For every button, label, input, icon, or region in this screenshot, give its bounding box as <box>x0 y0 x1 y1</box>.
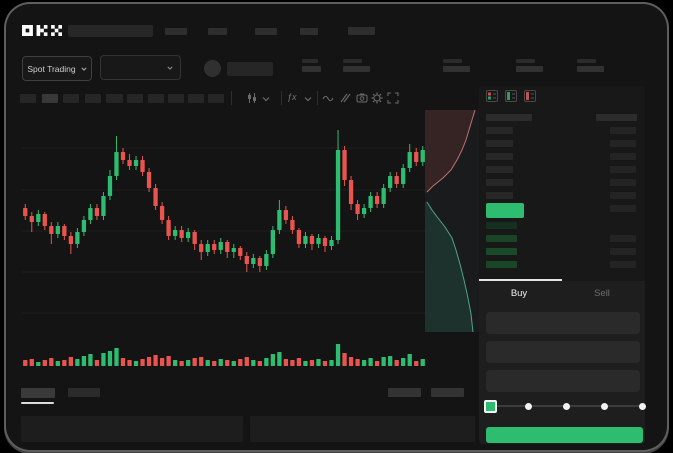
timeframe-button[interactable] <box>106 94 123 103</box>
ask-price-bar[interactable] <box>486 179 513 186</box>
ask-amount-bar <box>610 179 636 186</box>
timeframe-button[interactable] <box>20 94 36 103</box>
bid-amount-bar <box>610 235 636 242</box>
tab-buy[interactable]: Buy <box>510 288 528 299</box>
bottom-tab-underline <box>21 402 54 404</box>
toolbar-divider <box>281 91 282 105</box>
search-bar[interactable] <box>68 25 153 37</box>
market-type-label: Spot Trading <box>27 63 76 74</box>
chevron-down-icon[interactable] <box>262 95 270 103</box>
orderbook-view-bids-icon[interactable] <box>505 90 517 102</box>
stat-label-bar <box>516 59 535 63</box>
stat-value-bar <box>577 66 604 72</box>
orderbook-view-combined-icon[interactable] <box>486 90 498 102</box>
chevron-down-icon <box>81 67 87 71</box>
tab-sell[interactable]: Sell <box>594 288 610 299</box>
bottom-action-bar[interactable] <box>388 388 421 397</box>
slider-stop[interactable] <box>600 402 608 410</box>
ask-price-bar[interactable] <box>486 127 513 134</box>
ask-price-bar[interactable] <box>486 166 513 173</box>
timeframe-button[interactable] <box>188 94 204 103</box>
stat-label-bar <box>443 59 462 63</box>
bid-price-bar[interactable] <box>486 235 517 242</box>
orderbook-view-asks-icon[interactable] <box>524 90 536 102</box>
ask-amount-bar <box>610 153 636 160</box>
chevron-down-icon[interactable] <box>304 95 312 103</box>
bid-price-bar[interactable] <box>486 261 517 268</box>
slider-stop[interactable] <box>524 402 532 410</box>
indicators-fx-icon[interactable]: ƒx <box>287 92 297 102</box>
volume-chart <box>23 344 425 366</box>
buy-tab-indicator <box>479 279 562 281</box>
bottom-tab[interactable] <box>68 388 100 397</box>
ask-price-bar[interactable] <box>486 153 513 160</box>
nav-item[interactable] <box>165 28 187 35</box>
total-input[interactable] <box>486 370 640 392</box>
depth-chart <box>425 110 480 332</box>
avatar[interactable] <box>204 60 221 77</box>
stat-label-bar <box>577 59 596 63</box>
toolbar-divider <box>317 91 318 105</box>
price-input[interactable] <box>486 312 640 334</box>
bottom-panel <box>250 416 475 442</box>
ask-price-bar[interactable] <box>486 192 513 199</box>
chevron-down-icon <box>167 66 173 70</box>
camera-icon[interactable] <box>356 92 368 104</box>
timeframe-button[interactable] <box>148 94 164 103</box>
bid-amount-bar <box>610 261 636 268</box>
pair-selector[interactable] <box>100 55 181 80</box>
amount-input[interactable] <box>486 341 640 363</box>
market-type-selector[interactable]: Spot Trading <box>22 56 92 81</box>
timeframe-button[interactable] <box>85 94 101 103</box>
slider-handle[interactable] <box>484 400 497 413</box>
user-name-bar <box>227 62 273 76</box>
okx-logo <box>22 25 62 36</box>
slider-stop[interactable] <box>562 402 570 410</box>
ask-amount-bar <box>610 127 636 134</box>
candlestick-chart[interactable] <box>22 112 426 334</box>
timeframe-button[interactable] <box>63 94 79 103</box>
nav-item[interactable] <box>255 28 277 35</box>
stat-value-bar <box>343 66 370 72</box>
timeframe-button[interactable] <box>42 94 58 103</box>
stat-value-bar <box>443 66 470 72</box>
timeframe-button[interactable] <box>127 94 143 103</box>
timeframe-button[interactable] <box>208 94 224 103</box>
toolbar-divider <box>231 91 232 105</box>
amount-slider[interactable] <box>484 398 646 414</box>
stat-value-bar <box>516 66 543 72</box>
fullscreen-icon[interactable] <box>387 92 399 104</box>
slider-stop[interactable] <box>638 402 646 410</box>
stat-label-bar <box>302 59 318 63</box>
stat-value-bar <box>302 66 321 72</box>
last-price-bar[interactable] <box>486 203 524 218</box>
line-wave-icon[interactable] <box>322 92 334 104</box>
ask-amount-bar <box>610 166 636 173</box>
nav-item[interactable] <box>348 27 375 35</box>
orderbook-col-header-bar <box>486 114 532 121</box>
stat-label-bar <box>343 59 362 63</box>
bottom-panel <box>21 416 243 442</box>
ask-amount-bar <box>610 192 636 199</box>
ask-price-bar[interactable] <box>486 140 513 147</box>
bid-price-bar[interactable] <box>486 248 517 255</box>
nav-item[interactable] <box>208 28 227 35</box>
bottom-action-bar[interactable] <box>431 388 464 397</box>
bid-price-bar[interactable] <box>486 222 517 229</box>
ask-amount-bar <box>610 205 636 212</box>
buy-submit-button[interactable] <box>486 427 643 443</box>
orderbook-col-header-bar <box>596 114 637 121</box>
settings-gear-icon[interactable] <box>371 92 383 104</box>
bid-amount-bar <box>610 248 636 255</box>
ask-amount-bar <box>610 140 636 147</box>
chart-type-icon[interactable] <box>246 92 258 104</box>
bottom-tab[interactable] <box>21 388 55 398</box>
compare-lines-icon[interactable] <box>339 92 351 104</box>
timeframe-button[interactable] <box>168 94 184 103</box>
nav-item[interactable] <box>300 28 318 35</box>
